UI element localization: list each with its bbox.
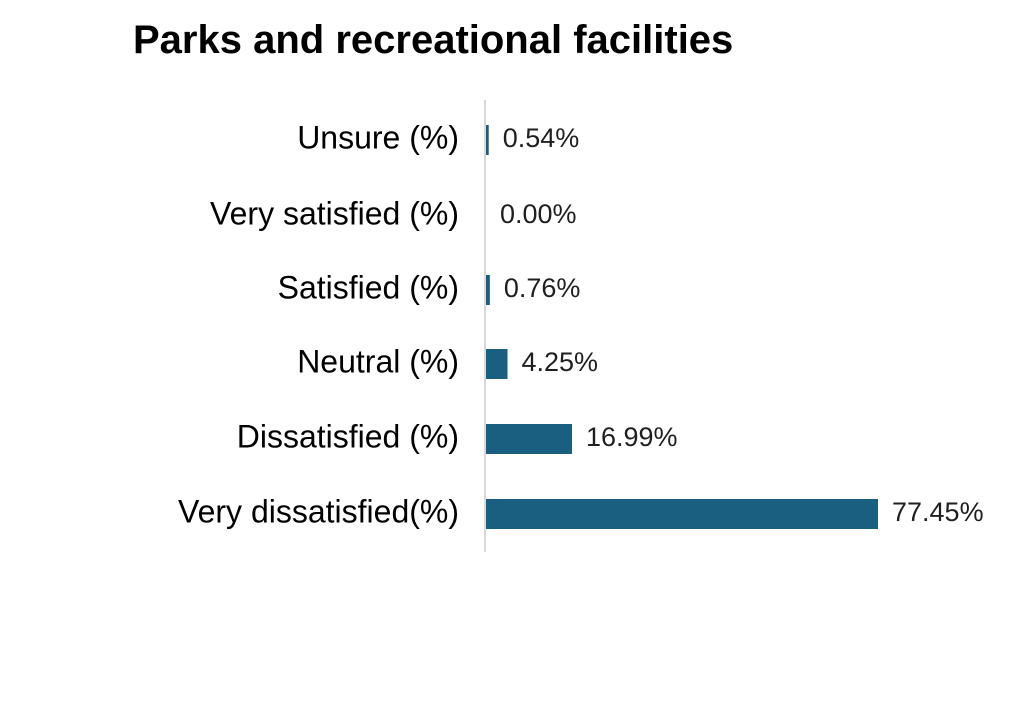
data-label: 77.45%	[892, 497, 984, 527]
bar	[486, 275, 490, 305]
bar	[486, 499, 878, 529]
category-label: Very satisfied (%)	[210, 195, 459, 231]
category-labels-group: Unsure (%) Very satisfied (%) Satisfied (%…	[178, 119, 459, 529]
category-label: Satisfied (%)	[278, 269, 459, 305]
bar	[486, 424, 572, 454]
data-label: 0.54%	[503, 123, 580, 153]
bar	[486, 349, 508, 379]
category-label: Unsure (%)	[297, 119, 459, 155]
data-label: 0.00%	[500, 199, 577, 229]
category-label: Very dissatisfied(%)	[178, 493, 459, 529]
bars-group	[486, 125, 878, 529]
data-label: 0.76%	[504, 273, 581, 303]
category-label: Neutral (%)	[297, 343, 459, 379]
chart-title: Parks and recreational facilities	[133, 18, 734, 62]
category-label: Dissatisfied (%)	[237, 418, 459, 454]
data-label: 4.25%	[522, 347, 599, 377]
bar	[486, 125, 489, 155]
data-label: 16.99%	[586, 422, 678, 452]
value-labels-group: 0.54% 0.00% 0.76% 4.25% 16.99% 77.45%	[500, 123, 984, 527]
